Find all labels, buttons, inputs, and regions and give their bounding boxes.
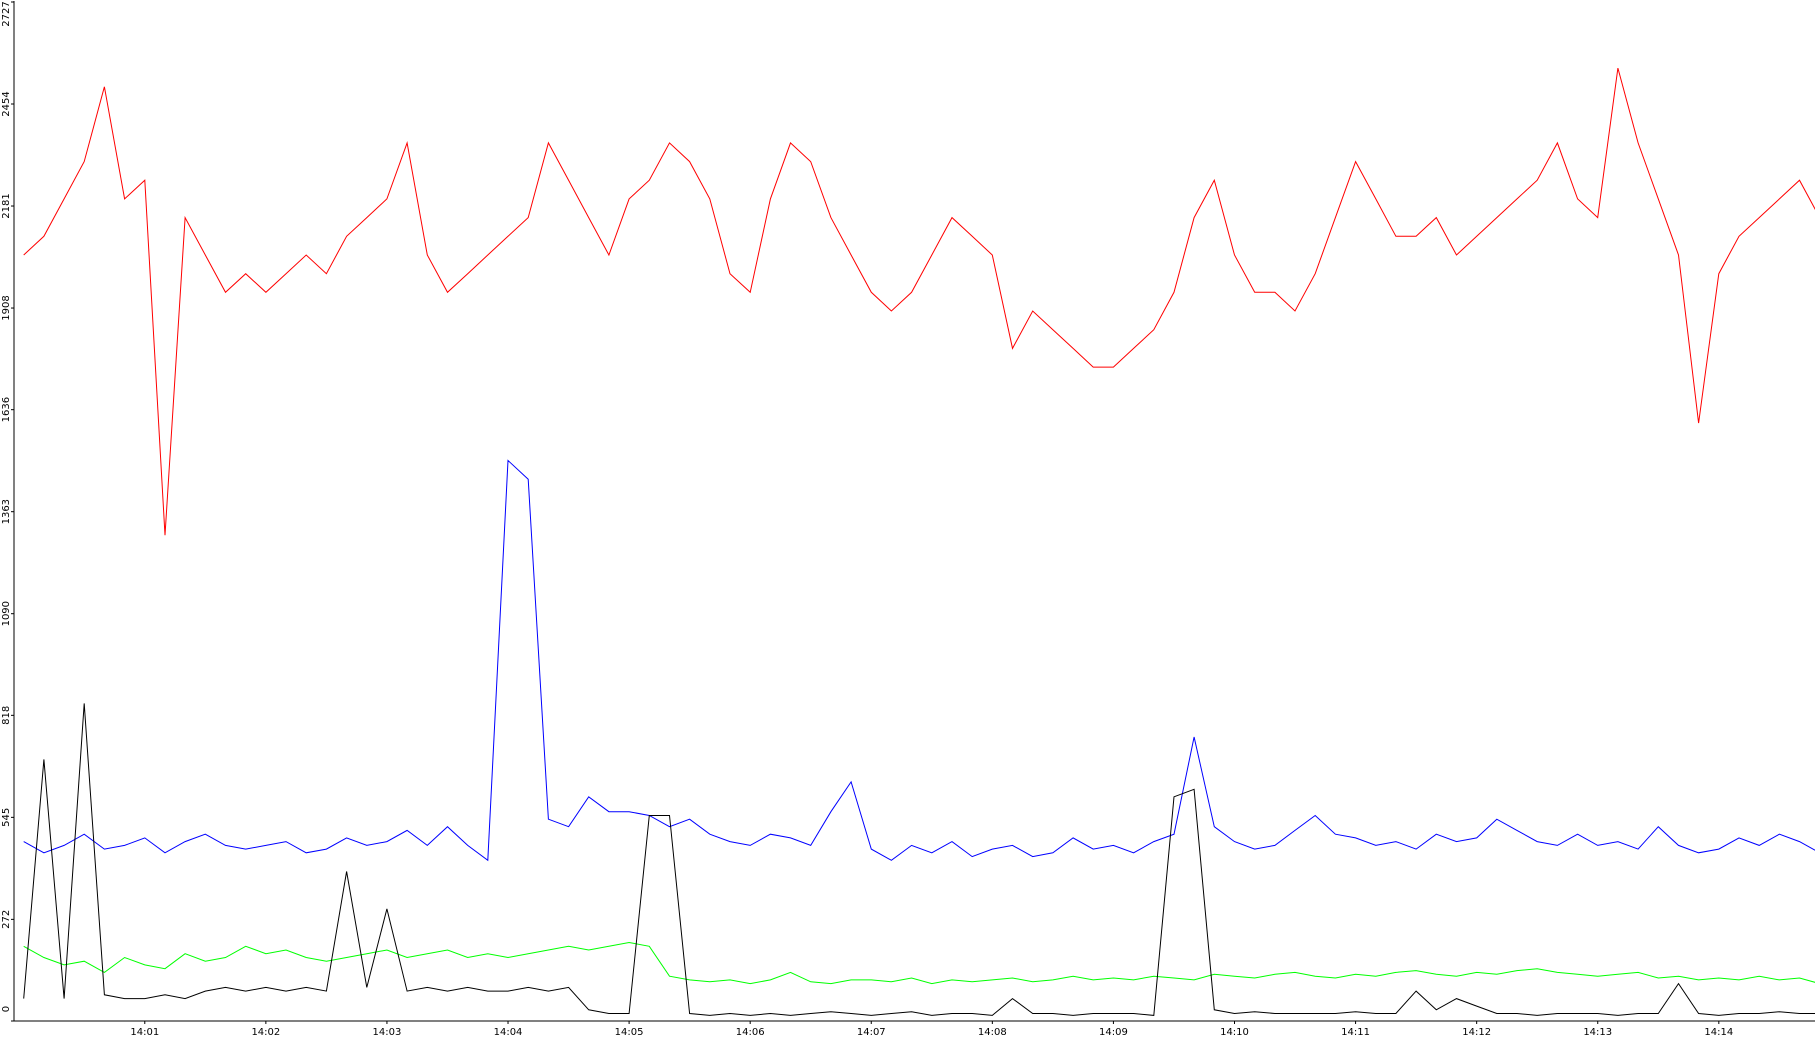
x-tick-label: 14:09 [1099, 1027, 1128, 1038]
y-tick-label: 545 [1, 808, 12, 827]
series-line [23, 67, 1815, 536]
y-tick-label: 818 [1, 706, 12, 725]
x-tick-label: 14:06 [736, 1027, 765, 1038]
y-tick-label: 2454 [1, 91, 12, 116]
y-tick-label: 272 [1, 910, 12, 929]
y-tick-label: 0 [1, 1006, 12, 1012]
x-tick-label: 14:10 [1220, 1027, 1249, 1038]
x-tick-label: 14:12 [1462, 1027, 1491, 1038]
y-tick-label: 1908 [1, 295, 12, 320]
x-tick-label: 14:03 [373, 1027, 402, 1038]
x-tick-label: 14:01 [130, 1027, 159, 1038]
y-tick-label: 1090 [1, 601, 12, 626]
x-tick-label: 14:02 [251, 1027, 280, 1038]
x-tick-label: 14:14 [1704, 1027, 1733, 1038]
series-line [23, 941, 1815, 985]
y-tick-label: 2181 [1, 193, 12, 218]
x-tick-label: 14:04 [494, 1027, 523, 1038]
series-line [23, 703, 1815, 1016]
x-tick-label: 14:07 [857, 1027, 886, 1038]
y-tick-label: 2727 [1, 1, 12, 26]
x-tick-label: 14:11 [1341, 1027, 1370, 1038]
x-tick-label: 14:13 [1583, 1027, 1612, 1038]
x-tick-label: 14:05 [615, 1027, 644, 1038]
y-tick-label: 1363 [1, 499, 12, 524]
series-line [23, 459, 1815, 862]
x-tick-label: 14:08 [978, 1027, 1007, 1038]
y-tick-label: 1636 [1, 397, 12, 422]
